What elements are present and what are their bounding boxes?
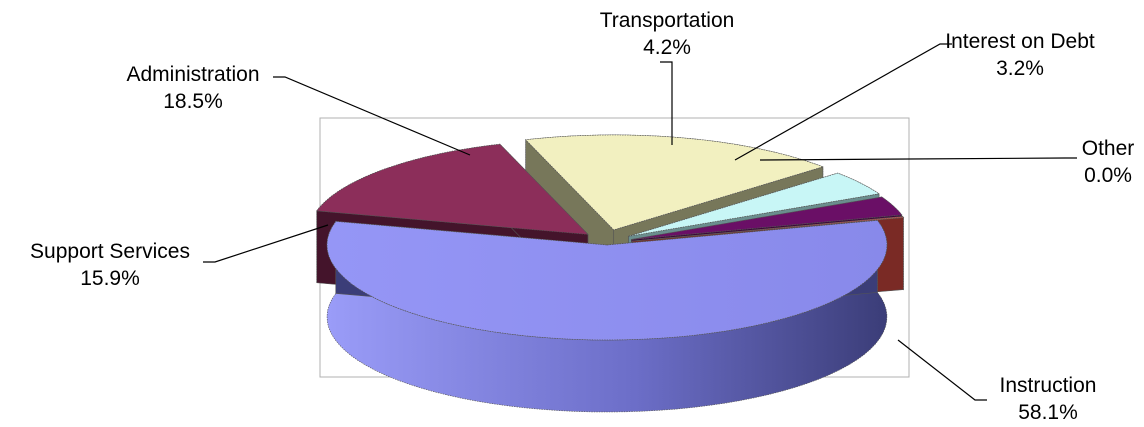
- leader-lines: [203, 43, 1077, 401]
- label-administration-value: 18.5%: [163, 90, 223, 113]
- label-other-name: Other: [1082, 137, 1135, 160]
- label-other-value: 0.0%: [1084, 164, 1132, 187]
- leader-line-instruction: [897, 339, 987, 401]
- slice-instruction-side: [326, 219, 888, 413]
- label-support-services-name: Support Services: [30, 240, 190, 263]
- slice-interest-on-debt-top: [631, 196, 903, 240]
- slice-instruction: [326, 219, 888, 413]
- label-interest-on-debt-value: 3.2%: [996, 57, 1044, 80]
- label-transportation-name: Transportation: [600, 9, 735, 32]
- leader-line-administration: [273, 76, 471, 156]
- slice-administration-top: [524, 134, 824, 231]
- label-instruction-name: Instruction: [1000, 374, 1097, 397]
- label-transportation-value: 4.2%: [643, 36, 691, 59]
- slice-transportation-top: [628, 172, 880, 237]
- leader-line-support-services: [203, 224, 329, 263]
- label-administration-name: Administration: [126, 63, 259, 86]
- slice-support-services-top: [316, 143, 589, 235]
- label-support-services-value: 15.9%: [80, 267, 140, 290]
- leader-line-interest-on-debt: [734, 43, 952, 161]
- slice-labels: Instruction 58.1% Support Services 15.9% Adm…: [30, 9, 1134, 424]
- label-instruction-value: 58.1%: [1018, 401, 1078, 424]
- slice-other-top: [632, 216, 905, 242]
- leader-line-other: [759, 157, 1077, 161]
- pie-slices: [316, 134, 905, 413]
- slice-instruction-top: [326, 220, 888, 341]
- label-interest-on-debt-name: Interest on Debt: [945, 30, 1095, 53]
- leader-line-transportation: [660, 61, 673, 145]
